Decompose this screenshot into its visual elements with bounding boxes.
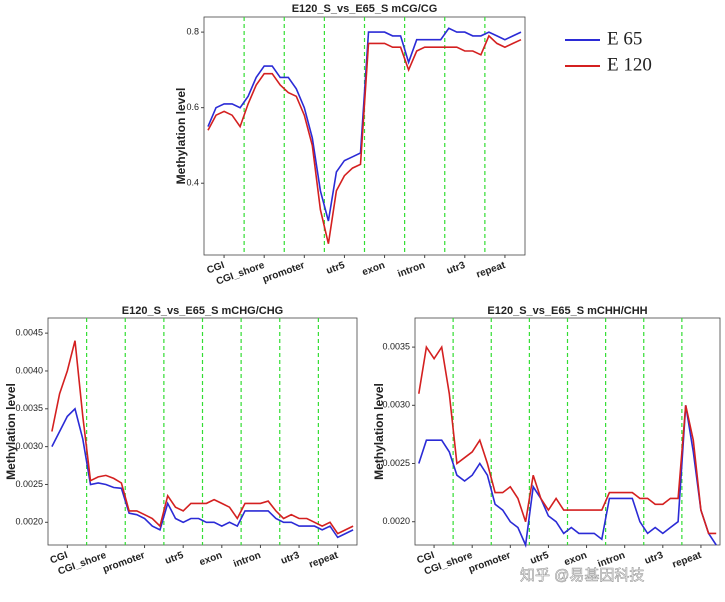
series-line	[207, 34, 522, 244]
x-tick-label: utr3	[279, 550, 301, 567]
y-tick-label: 0.0035	[382, 341, 410, 351]
chart-title: E120_S_vs_E65_S mCG/CG	[292, 3, 438, 15]
x-tick-label: repeat	[671, 550, 704, 571]
y-axis-label: Methylation level	[4, 383, 18, 480]
y-tick-label: 0.0045	[15, 328, 43, 338]
watermark: 知乎 @易基因科技	[520, 567, 644, 584]
x-tick-label: promoter	[467, 550, 512, 575]
x-tick-label: utr5	[164, 550, 186, 567]
chart-title: E120_S_vs_E65_S mCHG/CHG	[122, 305, 283, 317]
x-tick-label: utr3	[445, 260, 467, 277]
x-tick-label: utr5	[529, 550, 551, 567]
y-tick-label: 0.0020	[382, 516, 410, 526]
x-tick-label: exon	[361, 260, 387, 278]
y-axis-label: Methylation level	[372, 383, 386, 480]
y-tick-label: 0.0040	[15, 365, 43, 375]
y-tick-label: 0.6	[186, 102, 199, 112]
x-tick-label: repeat	[475, 260, 508, 281]
legend-label: E 120	[607, 54, 652, 75]
y-axis-label: Methylation level	[174, 88, 188, 185]
y-tick-label: 0.4	[186, 178, 199, 188]
y-tick-label: 0.0035	[15, 403, 43, 413]
x-tick-label: repeat	[308, 550, 341, 571]
x-tick-label: utr3	[643, 550, 665, 567]
y-tick-label: 0.0025	[15, 479, 43, 489]
x-tick-label: promoter	[101, 550, 146, 575]
x-tick-label: intron	[232, 550, 262, 570]
series-line	[418, 405, 717, 548]
series-line	[51, 407, 354, 539]
y-tick-label: 0.0025	[382, 458, 410, 468]
x-tick-label: exon	[563, 550, 589, 568]
y-tick-label: 0.0030	[382, 400, 410, 410]
series-line	[418, 344, 717, 535]
x-tick-label: promoter	[261, 260, 306, 285]
y-tick-label: 0.8	[186, 26, 199, 36]
x-tick-label: exon	[198, 550, 224, 568]
legend-label: E 65	[607, 28, 642, 49]
series-line	[51, 340, 354, 535]
chart-title: E120_S_vs_E65_S mCHH/CHH	[487, 305, 647, 317]
y-tick-label: 0.0030	[15, 441, 43, 451]
x-tick-label: intron	[396, 260, 426, 280]
y-tick-label: 0.0020	[15, 517, 43, 527]
x-tick-label: utr5	[325, 260, 347, 277]
